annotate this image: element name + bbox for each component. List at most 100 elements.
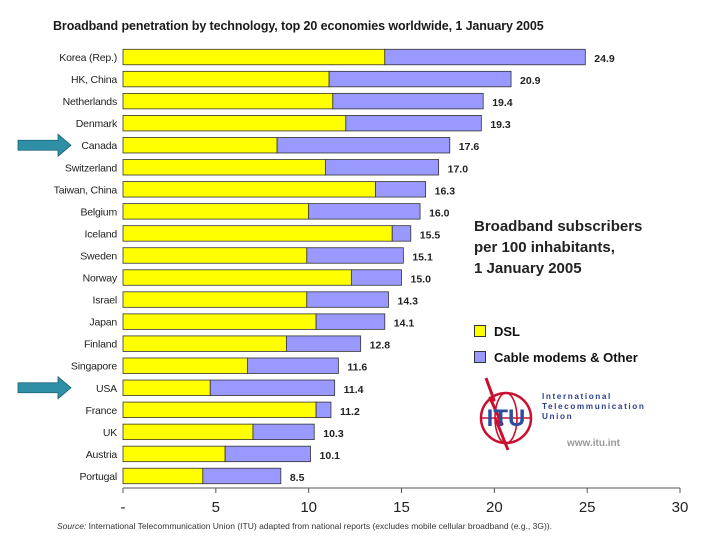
itu-website: www.itu.int [567, 438, 620, 449]
bar-dsl-uk [122, 423, 254, 441]
bar-cable-norway [350, 269, 402, 286]
total-label-korea-rep: 24.9 [594, 53, 615, 65]
category-label-singapore: Singapore [71, 361, 117, 373]
bar-dsl-belgium [122, 203, 310, 220]
bar-dsl-usa [122, 379, 211, 396]
total-label-france: 11.2 [340, 406, 360, 418]
bar-cable-finland [285, 335, 362, 352]
total-label-usa: 11.4 [344, 384, 364, 396]
bar-dsl-singapore [122, 357, 248, 374]
category-label-france: France [86, 405, 118, 417]
bar-cable-usa [209, 379, 336, 396]
source-text: International Telecommunication Union (I… [88, 521, 553, 531]
x-tick-label: 30 [672, 499, 689, 516]
total-label-portugal: 8.5 [290, 472, 305, 484]
source-note: Source: International Telecommunication … [57, 521, 552, 531]
itu-org-name: International Telecommunication Union [542, 392, 645, 422]
category-label-norway: Norway [83, 273, 118, 285]
category-label-netherlands: Netherlands [63, 96, 117, 108]
bar-cable-france [315, 401, 332, 418]
total-label-finland: 12.8 [370, 340, 391, 352]
itu-org-line-2: Telecommunication [542, 402, 646, 411]
category-label-portugal: Portugal [79, 471, 117, 483]
bar-dsl-korea-rep [122, 48, 386, 66]
category-label-uk: UK [103, 427, 117, 439]
bar-cable-hk-china [328, 70, 512, 88]
x-tick-label: 15 [393, 499, 410, 516]
annotation-line-1: Broadband subscribers [474, 218, 643, 235]
legend-item-dsl: DSL [474, 318, 638, 344]
bar-dsl-norway [122, 269, 352, 286]
bar-dsl-portugal [122, 467, 204, 485]
total-label-japan: 14.1 [394, 318, 415, 330]
category-label-israel: Israel [93, 295, 117, 307]
itu-org-line-1: International [542, 392, 612, 401]
category-label-usa: USA [96, 383, 117, 395]
x-tick-label: 20 [486, 499, 503, 516]
itu-emblem-icon: ITU [479, 377, 533, 451]
highlight-arrow-icon-usa [17, 375, 72, 400]
total-label-netherlands: 19.4 [492, 97, 513, 109]
bar-cable-portugal [202, 467, 282, 485]
bar-cable-iceland [391, 225, 412, 242]
itu-mark: ITU [487, 405, 526, 432]
category-label-belgium: Belgium [80, 206, 117, 218]
bar-dsl-japan [122, 313, 317, 330]
annotation-line-2: per 100 inhabitants, [474, 239, 615, 256]
total-label-belgium: 16.0 [429, 207, 450, 219]
category-label-austria: Austria [86, 449, 118, 461]
total-label-switzerland: 17.0 [448, 163, 469, 175]
bar-dsl-hk-china [122, 70, 330, 88]
bar-dsl-netherlands [122, 92, 334, 110]
category-label-denmark: Denmark [76, 118, 118, 130]
legend-label-cable: Cable modems & Other [494, 349, 638, 365]
legend-swatch-cable [474, 351, 486, 363]
category-label-finland: Finland [84, 339, 117, 351]
total-label-canada: 17.6 [459, 141, 480, 153]
legend-item-cable: Cable modems & Other [474, 344, 638, 370]
highlight-arrow-icon-canada [17, 133, 72, 158]
bar-dsl-austria [122, 445, 226, 463]
total-label-denmark: 19.3 [490, 119, 511, 131]
category-label-korea-rep: Korea (Rep.) [59, 52, 117, 64]
bar-dsl-sweden [122, 247, 308, 264]
chart-title: Broadband penetration by technology, top… [53, 19, 544, 33]
total-label-austria: 10.1 [320, 450, 341, 462]
x-tick-label: 5 [212, 499, 220, 516]
total-label-hk-china: 20.9 [520, 75, 541, 87]
total-label-iceland: 15.5 [420, 229, 441, 241]
legend-swatch-dsl [474, 325, 486, 337]
x-tick-label: 10 [300, 499, 317, 516]
bar-cable-switzerland [324, 159, 440, 176]
bar-dsl-taiwan-china [122, 181, 376, 198]
total-label-israel: 14.3 [398, 296, 419, 308]
total-label-taiwan-china: 16.3 [435, 185, 456, 197]
x-tick-label: 25 [579, 499, 596, 516]
bar-cable-israel [306, 291, 389, 308]
category-label-hk-china: HK, China [71, 74, 117, 86]
bar-dsl-switzerland [122, 159, 326, 176]
source-label: Source: [57, 521, 87, 531]
bar-cable-singapore [246, 357, 339, 374]
category-label-taiwan-china: Taiwan, China [54, 184, 118, 196]
legend-label-dsl: DSL [494, 323, 520, 339]
legend: DSL Cable modems & Other [474, 318, 638, 370]
annotation-line-3: 1 January 2005 [474, 260, 582, 277]
chart-annotation: Broadband subscribers per 100 inhabitant… [474, 216, 642, 279]
bar-cable-japan [315, 313, 386, 330]
category-label-japan: Japan [89, 317, 117, 329]
bar-cable-canada [276, 137, 451, 154]
bar-dsl-france [122, 401, 317, 418]
bar-dsl-canada [122, 137, 278, 154]
bar-cable-korea-rep [384, 48, 586, 66]
total-label-norway: 15.0 [411, 274, 432, 286]
bar-dsl-denmark [122, 115, 347, 132]
x-tick-label: - [121, 499, 126, 516]
bar-cable-sweden [306, 247, 404, 264]
total-label-uk: 10.3 [323, 428, 344, 440]
bar-cable-austria [224, 445, 311, 463]
itu-logo: ITU International Telecommunication Unio… [472, 372, 682, 458]
total-label-sweden: 15.1 [412, 251, 433, 263]
bar-dsl-israel [122, 291, 308, 308]
